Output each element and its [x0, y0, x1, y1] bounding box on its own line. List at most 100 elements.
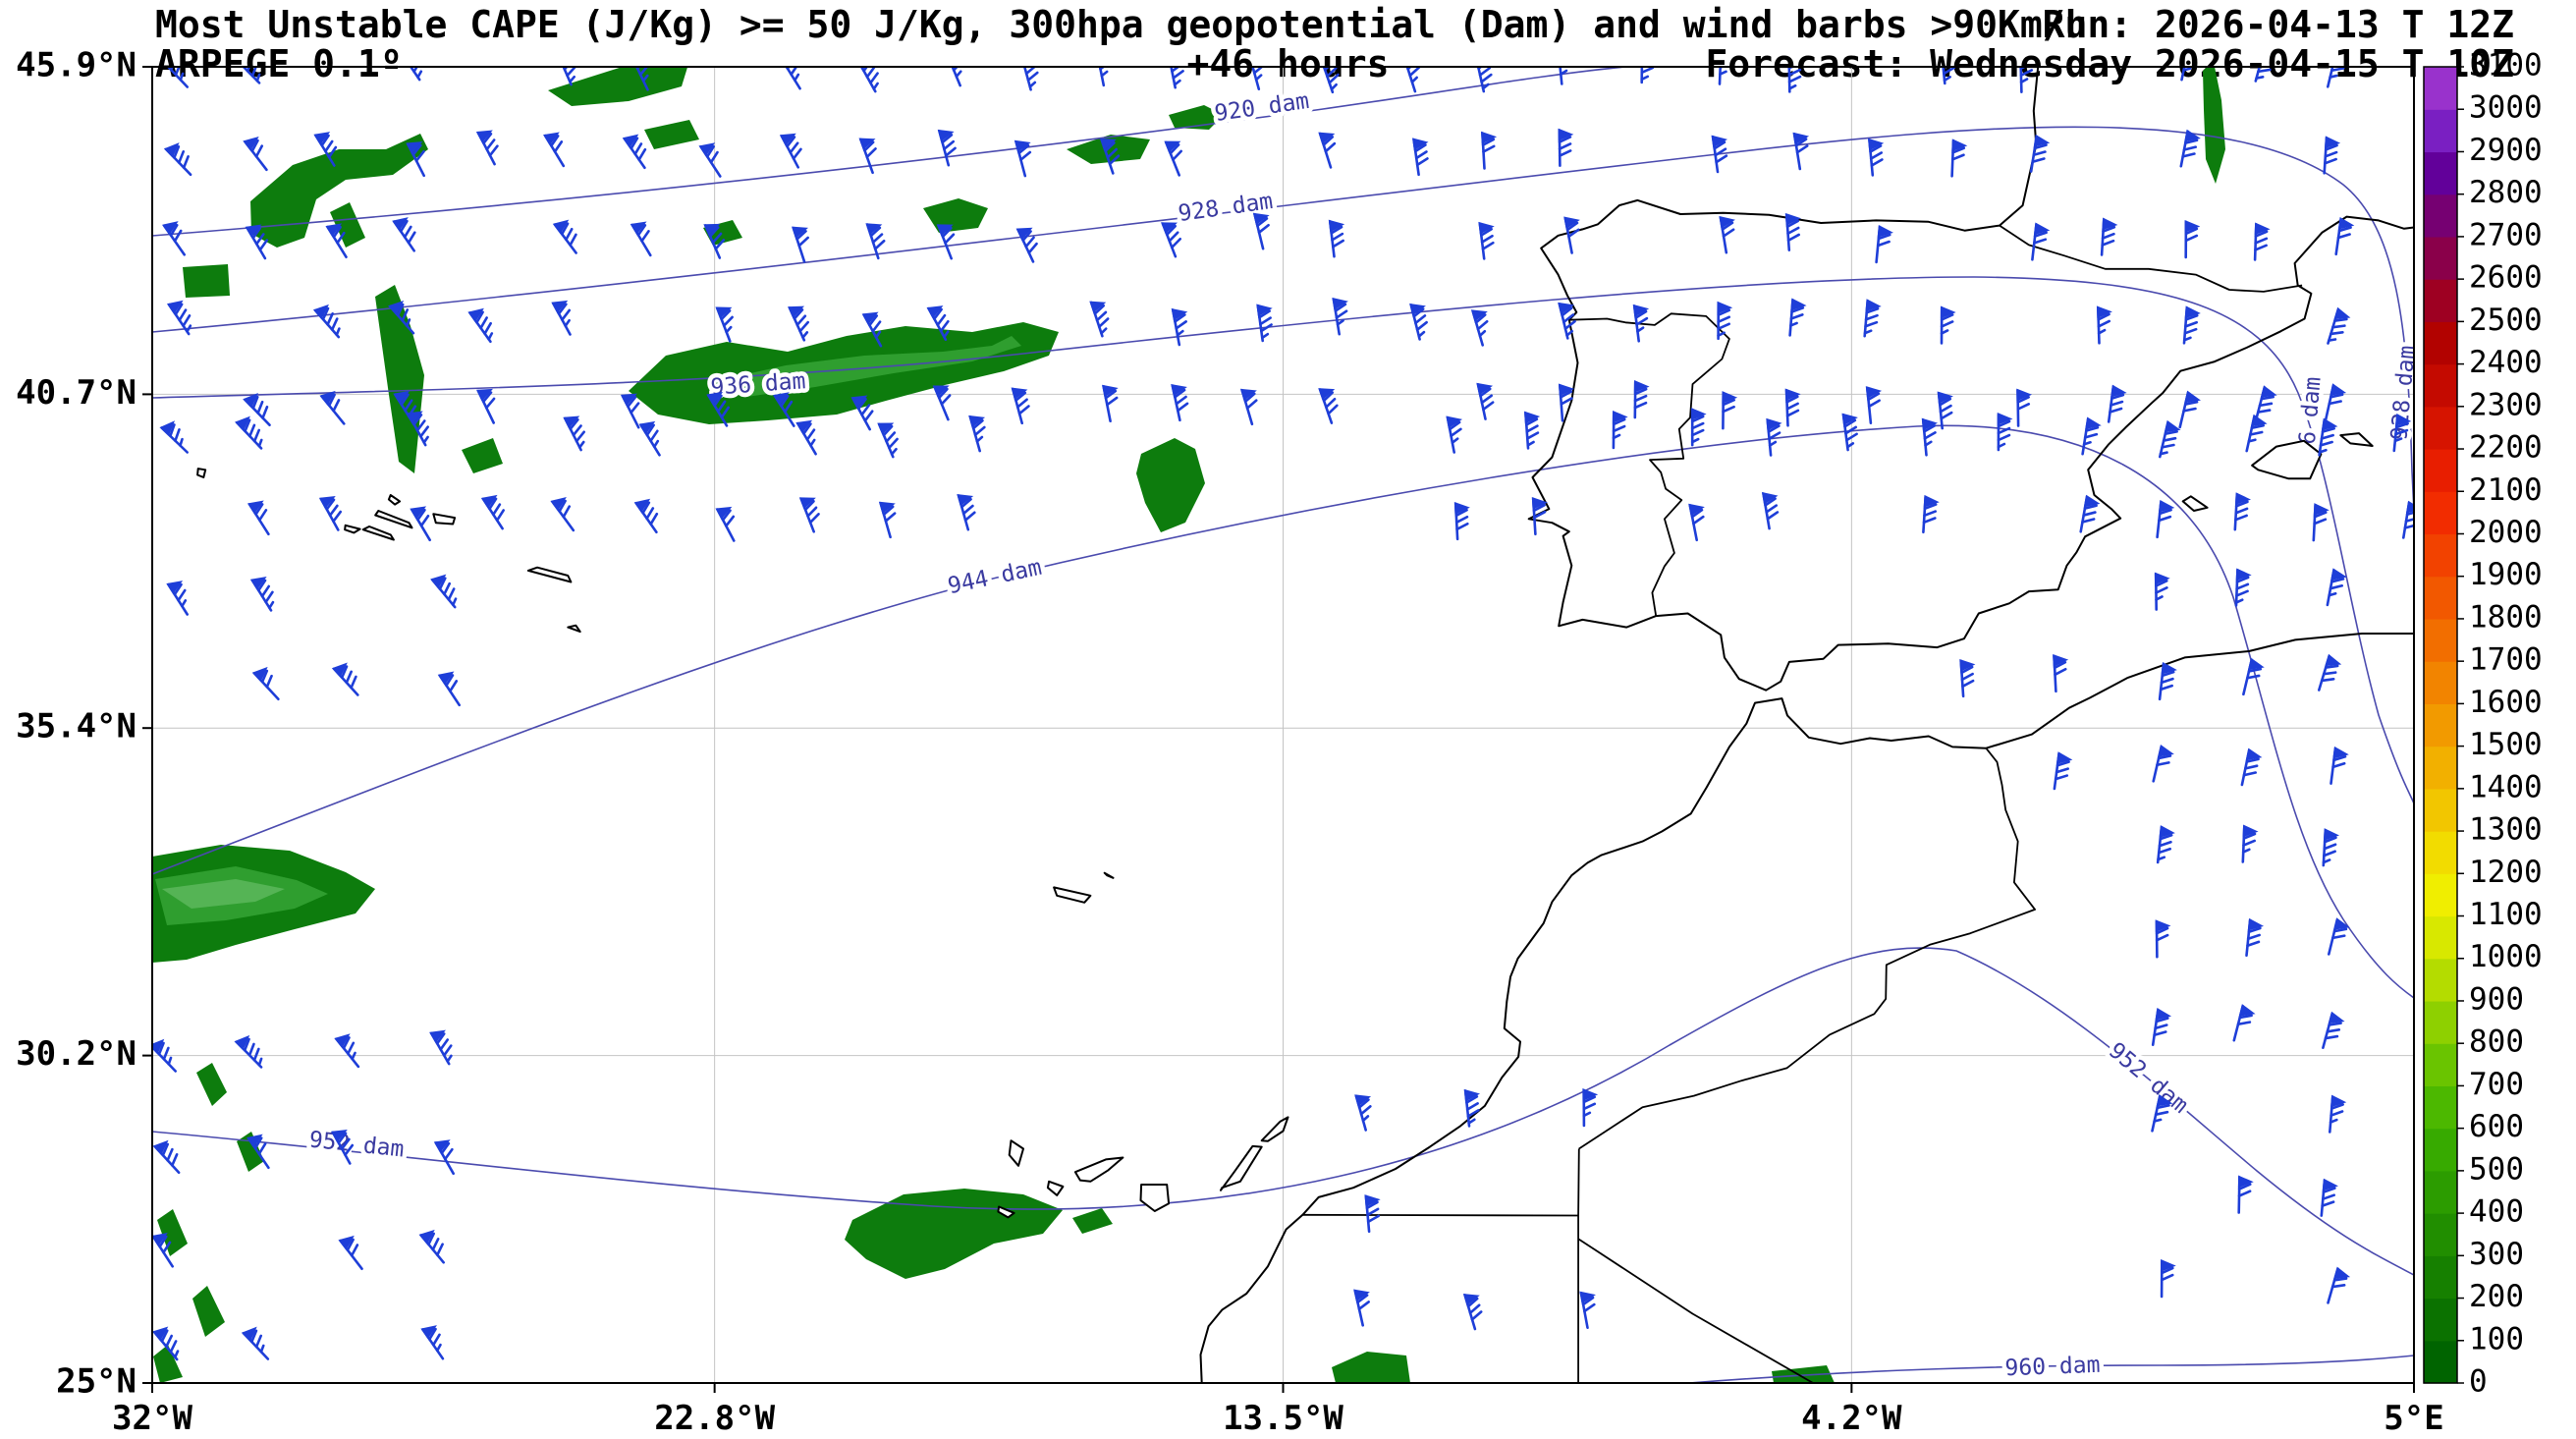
x-axis-tick-label: 13.5°W	[1223, 1399, 1343, 1438]
barb-pennant	[2254, 222, 2271, 236]
island-tenerife	[1073, 1156, 1124, 1183]
wind-barb	[476, 388, 496, 424]
cape-patch	[1772, 1365, 1835, 1383]
wind-barb	[2326, 568, 2347, 607]
wind-barb	[1717, 301, 1733, 341]
wind-barb	[2328, 917, 2350, 956]
barb-pennant	[2332, 746, 2349, 759]
barb-pennant	[1531, 497, 1548, 510]
barb-pennant	[418, 1229, 435, 1245]
barb-pennant	[162, 221, 179, 236]
colorbar-tick-label: 3100	[2469, 48, 2543, 83]
graticule-gridlines	[152, 67, 2414, 1383]
barb-pennant	[2238, 1004, 2256, 1017]
y-axis-tick-label: 40.7°N	[16, 373, 137, 413]
wind-barb	[247, 1134, 270, 1170]
colorbar-segment	[2424, 363, 2457, 408]
cape-patch	[644, 120, 699, 149]
barb-pennant	[2110, 384, 2127, 398]
wind-barb	[2079, 494, 2101, 533]
barb-pennant	[1089, 301, 1107, 313]
wind-barb	[1940, 305, 1956, 345]
barb-pennant	[152, 1233, 168, 1246]
barb-pennant	[1766, 417, 1782, 431]
wind-barb	[152, 1139, 181, 1175]
wind-barb	[330, 1129, 355, 1165]
wind-barb	[550, 496, 575, 532]
barb-pennant	[703, 223, 721, 237]
africa-coast	[1199, 633, 2414, 1383]
barb-pennant	[319, 390, 336, 406]
island-graciosa	[387, 494, 402, 506]
colorbar-tick-label: 2300	[2469, 387, 2543, 422]
wind-barb	[543, 132, 566, 168]
colorbar-tick-label: 1500	[2469, 727, 2543, 762]
wind-barb	[1950, 138, 1968, 178]
wind-barb	[779, 133, 802, 169]
wind-barb	[1019, 67, 1039, 91]
y-axis-tick-label: 45.9°N	[16, 46, 137, 85]
barb-pennant	[715, 306, 733, 319]
barb-pennant	[1558, 302, 1574, 315]
barb-pennant	[557, 48, 571, 61]
wind-barb	[1997, 413, 2013, 452]
atlantic-europe-coast	[1527, 67, 2414, 692]
wind-barb	[2151, 1007, 2172, 1046]
barb-pennant	[2234, 492, 2252, 506]
barb-pennant	[1868, 138, 1885, 151]
wind-barb	[2178, 390, 2201, 429]
wind-barb	[2253, 222, 2271, 261]
colorbar-segment	[2424, 1213, 2457, 1256]
colorbar-segment	[2424, 321, 2457, 365]
colorbar-segment	[2424, 1298, 2457, 1342]
wind-barb	[622, 134, 647, 170]
colorbar-segment	[2424, 1043, 2457, 1087]
morocco-algeria-border	[1578, 747, 2036, 1150]
wind-barb	[1921, 417, 1939, 457]
barb-pennant	[1354, 1094, 1372, 1107]
wind-barb	[1409, 303, 1428, 341]
barb-pennant	[2156, 1093, 2173, 1107]
cape-patch	[707, 336, 1021, 397]
wind-barb	[1239, 388, 1258, 426]
barb-pennant	[1559, 48, 1570, 58]
colorbar-segment	[2424, 194, 2457, 238]
barb-pennant	[865, 223, 883, 236]
colorbar: 0 100 200 300 400 500 600 700 800 900 1000 1100 1200…	[2423, 48, 2543, 1400]
colorbar-tick-label: 2200	[2469, 430, 2543, 466]
wind-barb	[788, 305, 809, 342]
wind-barb	[2324, 383, 2347, 421]
wsahara-morocco-border	[1302, 1213, 1579, 1217]
colorbar-tick-label: 300	[2469, 1237, 2524, 1272]
barb-pennant	[1711, 135, 1728, 148]
wind-barb	[1937, 391, 1953, 430]
barb-pennant	[2164, 419, 2181, 433]
wind-barb	[563, 415, 585, 452]
wind-barb	[1711, 135, 1728, 174]
barb-pennant	[706, 391, 724, 406]
wind-barb	[163, 142, 192, 177]
wind-barb	[1690, 408, 1707, 447]
wind-barb	[235, 415, 263, 450]
wind-barb	[698, 142, 722, 178]
barb-pennant	[1951, 138, 1968, 152]
wind-barb	[2151, 1093, 2173, 1133]
barb-pennant	[1937, 391, 1953, 405]
wind-barb	[241, 1326, 270, 1360]
wind-barb	[1784, 388, 1801, 427]
barb-pennant	[480, 494, 498, 509]
wind-barb	[249, 577, 275, 612]
barb-pennant	[630, 67, 647, 69]
contour-line-960	[1688, 1355, 2414, 1383]
barb-pennant	[2155, 1007, 2172, 1021]
barb-pennant	[792, 226, 808, 239]
island-faial	[344, 524, 361, 534]
cape-patch	[250, 134, 428, 248]
barb-pennant	[2033, 222, 2051, 236]
barb-pennant	[406, 141, 423, 155]
wind-barb	[420, 1325, 445, 1360]
island-sao-jorge	[374, 510, 413, 529]
wind-barb	[1868, 138, 1885, 177]
barb-pennant	[476, 388, 493, 402]
barb-pennant	[551, 300, 569, 314]
